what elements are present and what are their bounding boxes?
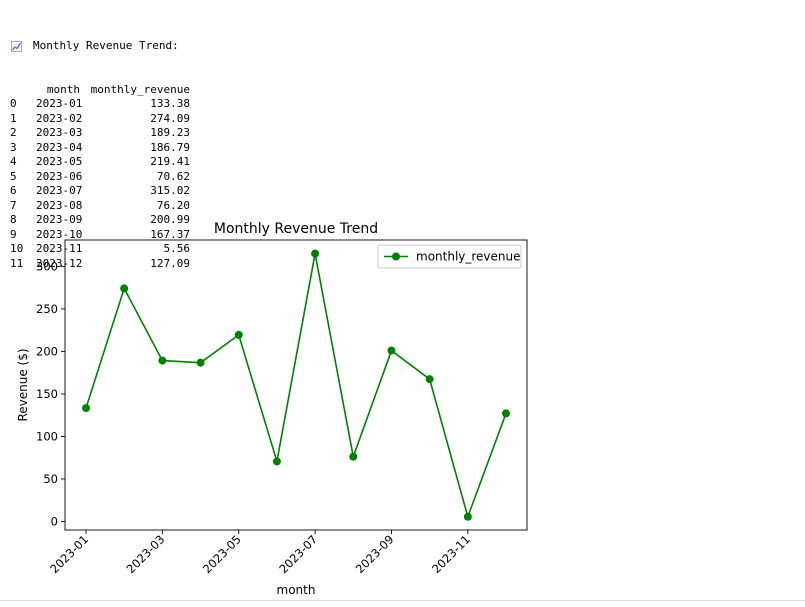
x-tick-label: 2023-09 (353, 532, 397, 576)
row-index: 11 (10, 256, 24, 270)
row-monthly-revenue: 189.23 (150, 126, 190, 139)
column-header-monthly-revenue: monthly_revenue (90, 82, 190, 96)
dataframe-row: 10 2023-11 5.56 (10, 242, 190, 257)
row-index: 7 (10, 198, 17, 212)
row-index: 1 (10, 111, 17, 125)
row-monthly-revenue: 274.09 (150, 111, 190, 125)
y-tick-label: 50 (43, 472, 58, 486)
row-index: 10 (10, 242, 24, 255)
data-point (158, 356, 167, 365)
data-point (234, 330, 243, 339)
dataframe-header-row: month monthly_revenue (10, 83, 190, 98)
row-month: 2023-06 (36, 169, 83, 183)
row-monthly-revenue: 315.02 (150, 184, 190, 197)
y-axis-label: Revenue ($) (16, 348, 30, 421)
row-month: 2023-05 (36, 155, 83, 168)
y-tick-label: 250 (36, 302, 58, 316)
row-index: 0 (10, 97, 17, 110)
dataframe-row: 1 2023-02 274.09 (10, 112, 190, 127)
data-point (311, 249, 320, 258)
row-monthly-revenue: 127.09 (150, 256, 190, 270)
chart-title: Monthly Revenue Trend (214, 221, 378, 237)
plot-frame (64, 239, 528, 531)
row-monthly-revenue: 219.41 (150, 155, 190, 168)
dataframe-row: 7 2023-08 76.20 (10, 199, 190, 214)
row-monthly-revenue: 70.62 (156, 169, 190, 183)
dataframe-row: 6 2023-07 315.02 (10, 184, 190, 199)
column-header-month: month (46, 82, 80, 96)
y-tick-label: 300 (36, 259, 58, 273)
row-month: 2023-12 (36, 256, 83, 270)
row-index: 8 (10, 213, 17, 226)
x-tick-label: 2023-07 (276, 532, 320, 576)
data-point (425, 375, 434, 384)
series-line-monthly_revenue (85, 253, 507, 520)
cell-output-text: Monthly Revenue Trend: month monthly_reve… (10, 10, 190, 286)
dataframe-row: 9 2023-10 167.37 (10, 228, 190, 243)
dataframe-row: 8 2023-09 200.99 (10, 213, 190, 228)
row-month: 2023-07 (36, 184, 83, 197)
data-point (196, 358, 205, 367)
legend-box (377, 244, 522, 269)
dataframe-row: 0 2023-01 133.38 (10, 97, 190, 112)
y-tick-label: 200 (36, 344, 58, 358)
legend-marker-swatch (392, 252, 400, 261)
row-monthly-revenue: 76.20 (156, 198, 190, 212)
row-month: 2023-03 (36, 126, 83, 139)
output-heading-line: Monthly Revenue Trend: (10, 39, 190, 54)
data-point (272, 457, 281, 466)
dataframe-row: 5 2023-06 70.62 (10, 170, 190, 185)
data-point (349, 452, 358, 461)
output-heading: Monthly Revenue Trend: (33, 39, 179, 52)
row-month: 2023-10 (36, 227, 83, 241)
data-point (502, 409, 510, 418)
dataframe-row: 2 2023-03 189.23 (10, 126, 190, 141)
row-month: 2023-01 (36, 97, 83, 110)
x-tick-label: 2023-05 (200, 532, 244, 576)
row-monthly-revenue: 133.38 (150, 97, 190, 110)
x-tick-label: 2023-03 (124, 532, 168, 576)
x-tick-label: 2023-01 (47, 532, 91, 576)
data-point (120, 284, 129, 293)
x-tick-label: 2023-11 (429, 532, 473, 576)
row-month: 2023-08 (36, 198, 83, 212)
y-tick-label: 100 (36, 429, 58, 443)
output-bottom-divider (0, 600, 805, 601)
x-axis-label: month (277, 583, 316, 597)
legend-label: monthly_revenue (416, 250, 521, 264)
row-monthly-revenue: 167.37 (150, 227, 190, 241)
data-point (82, 404, 90, 413)
dataframe-row: 4 2023-05 219.41 (10, 155, 190, 170)
data-point (463, 512, 472, 521)
data-point (387, 346, 396, 355)
y-tick-label: 0 (51, 514, 58, 528)
row-month: 2023-09 (36, 213, 83, 226)
row-monthly-revenue: 200.99 (150, 213, 190, 226)
row-index: 6 (10, 184, 17, 197)
row-index: 3 (10, 140, 17, 154)
row-index: 4 (10, 155, 17, 168)
row-index: 9 (10, 227, 17, 241)
row-month: 2023-11 (36, 242, 83, 255)
dataframe-row: 3 2023-04 186.79 (10, 141, 190, 156)
dataframe-row: 11 2023-12 127.09 (10, 257, 190, 272)
row-index: 5 (10, 169, 17, 183)
row-month: 2023-04 (36, 140, 83, 154)
dataframe-table: month monthly_revenue 0 2023-01 133.38 1 2023-… (10, 83, 190, 272)
row-month: 2023-02 (36, 111, 83, 125)
y-tick-label: 150 (36, 387, 58, 401)
row-monthly-revenue: 5.56 (163, 242, 191, 255)
row-monthly-revenue: 186.79 (150, 140, 190, 154)
chart-increasing-icon (11, 40, 22, 52)
row-index: 2 (10, 126, 17, 139)
